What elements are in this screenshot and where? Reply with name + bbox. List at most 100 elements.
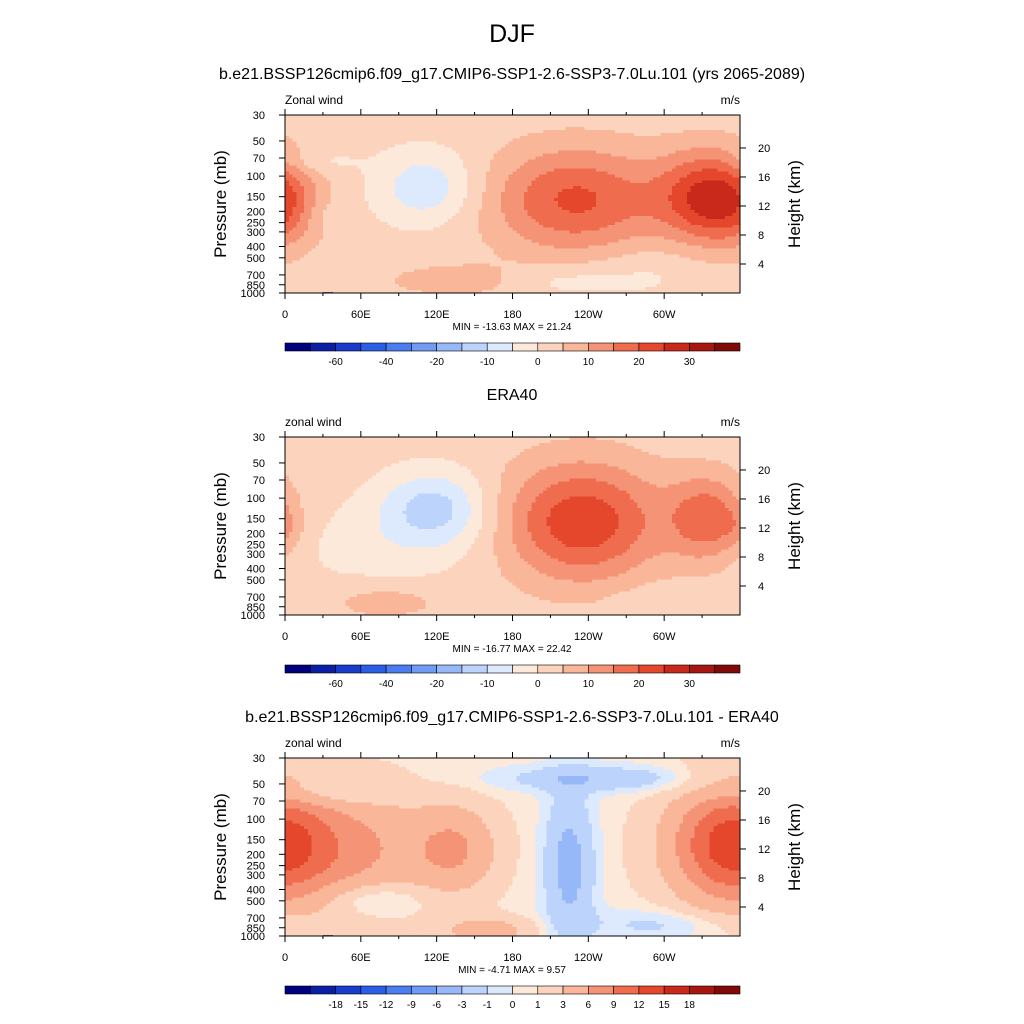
contour-cell [403,189,407,192]
contour-cell [486,136,490,139]
contour-cell [516,257,520,260]
contour-cell [304,269,308,272]
contour-cell [312,234,316,237]
contour-cell [391,278,395,281]
contour-cell [562,243,566,246]
contour-cell [482,139,486,142]
contour-cell [475,154,479,157]
contour-cell [486,189,490,192]
contour-cell [448,201,452,204]
contour-cell [524,165,528,168]
contour-cell [304,257,308,260]
contour-cell [596,198,600,201]
contour-cell [387,257,391,260]
contour-cell [509,254,513,257]
contour-cell [547,240,551,243]
contour-cell [399,287,403,290]
contour-cell [380,281,384,284]
contour-cell [391,275,395,278]
contour-cell [300,207,304,210]
contour-cell [513,228,517,231]
contour-cell [490,249,494,252]
contour-cell [524,180,528,183]
contour-cell [418,257,422,260]
contour-cell [399,174,403,177]
contour-cell [505,201,509,204]
contour-cell [376,165,380,168]
contour-cell [422,118,426,121]
contour-cell [482,231,486,234]
contour-cell [406,189,410,192]
contour-cell [433,231,437,234]
contour-cell [323,225,327,228]
contour-cell [516,171,520,174]
contour-cell [414,228,418,231]
contour-cell [429,151,433,154]
contour-cell [312,249,316,252]
contour-cell [323,133,327,136]
contour-cell [315,237,319,240]
contour-cell [475,246,479,249]
contour-cell [497,165,501,168]
contour-cell [516,254,520,257]
contour-cell [376,162,380,165]
contour-cell [376,249,380,252]
contour-cell [372,183,376,186]
contour-cell [429,142,433,145]
contour-cell [448,189,452,192]
contour-cell [505,160,509,163]
contour-cell [376,180,380,183]
contour-cell [304,148,308,151]
contour-cell [539,266,543,269]
contour-cell [475,240,479,243]
contour-cell [293,136,297,139]
contour-cell [312,281,316,284]
contour-cell [588,287,592,290]
contour-cell [486,263,490,266]
contour-cell [550,168,554,171]
contour-cell [418,174,422,177]
contour-cell [418,272,422,275]
contour-cell [475,266,479,269]
contour-cell [319,192,323,195]
contour-cell [516,281,520,284]
contour-cell [535,115,539,118]
contour-cell [353,284,357,287]
contour-cell [361,210,365,213]
contour-cell [539,254,543,257]
contour-cell [497,275,501,278]
contour-cell [387,189,391,192]
contour-cell [338,240,342,243]
contour-cell [331,145,335,148]
contour-cell [581,204,585,207]
contour-cell [505,133,509,136]
contour-cell [585,254,589,257]
contour-cell [376,278,380,281]
contour-cell [380,195,384,198]
contour-cell [528,192,532,195]
contour-cell [289,204,293,207]
contour-cell [327,204,331,207]
contour-cell [459,269,463,272]
contour-cell [403,165,407,168]
contour-cell [573,186,577,189]
contour-cell [315,148,319,151]
contour-cell [490,171,494,174]
contour-cell [452,243,456,246]
contour-cell [391,281,395,284]
contour-cell [293,216,297,219]
contour-cell [365,201,369,204]
contour-cell [414,210,418,213]
contour-cell [452,287,456,290]
contour-cell [463,160,467,163]
contour-cell [349,213,353,216]
contour-cell [384,254,388,257]
contour-cell [558,266,562,269]
contour-cell [452,136,456,139]
contour-cell [368,139,372,142]
contour-cell [361,260,365,263]
contour-cell [490,231,494,234]
contour-cell [562,260,566,263]
contour-cell [372,133,376,136]
contour-cell [289,160,293,163]
